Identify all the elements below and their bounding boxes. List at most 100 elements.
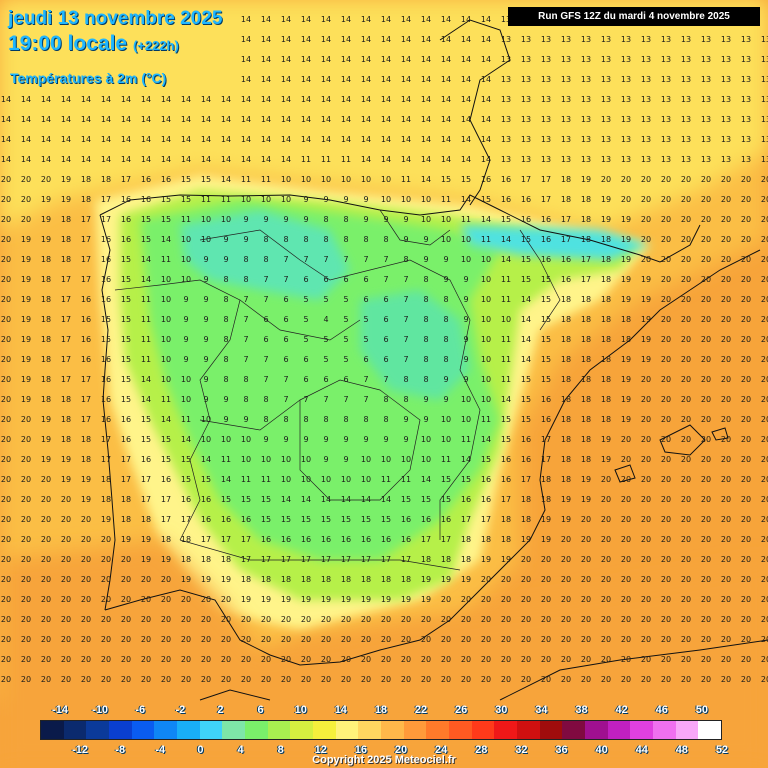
grid-value: 10 xyxy=(181,375,191,384)
grid-value: 9 xyxy=(183,335,188,344)
grid-value: 20 xyxy=(641,595,651,604)
grid-value: 18 xyxy=(481,535,491,544)
grid-value: 14 xyxy=(201,155,211,164)
grid-value: 10 xyxy=(181,275,191,284)
grid-value: 18 xyxy=(61,235,71,244)
grid-value: 10 xyxy=(401,455,411,464)
grid-value: 19 xyxy=(101,515,111,524)
grid-value: 8 xyxy=(403,255,408,264)
grid-value: 19 xyxy=(41,415,51,424)
grid-value: 20 xyxy=(721,675,731,684)
grid-value: 16 xyxy=(141,175,151,184)
grid-value: 10 xyxy=(181,255,191,264)
grid-value: 18 xyxy=(581,455,591,464)
grid-value: 20 xyxy=(701,275,711,284)
grid-value: 20 xyxy=(761,415,768,424)
grid-value: 14 xyxy=(361,495,371,504)
grid-value: 20 xyxy=(481,575,491,584)
grid-value: 16 xyxy=(461,495,471,504)
grid-value: 15 xyxy=(121,275,131,284)
grid-value: 20 xyxy=(701,615,711,624)
grid-value: 20 xyxy=(121,655,131,664)
grid-value: 15 xyxy=(181,195,191,204)
grid-value: 4 xyxy=(323,315,328,324)
grid-value: 13 xyxy=(601,135,611,144)
grid-value: 18 xyxy=(101,175,111,184)
grid-value: 20 xyxy=(21,515,31,524)
grid-value: 20 xyxy=(741,535,751,544)
grid-value: 11 xyxy=(301,155,311,164)
grid-value: 20 xyxy=(21,635,31,644)
grid-value: 7 xyxy=(343,395,348,404)
grid-value: 14 xyxy=(201,95,211,104)
grid-value: 11 xyxy=(141,315,151,324)
grid-value: 14 xyxy=(141,395,151,404)
grid-value: 20 xyxy=(741,655,751,664)
grid-value: 14 xyxy=(61,135,71,144)
grid-value: 17 xyxy=(61,355,71,364)
grid-value: 20 xyxy=(681,555,691,564)
grid-value: 14 xyxy=(261,35,271,44)
grid-value: 9 xyxy=(243,235,248,244)
grid-value: 8 xyxy=(423,355,428,364)
legend-label: 28 xyxy=(475,744,488,756)
grid-value: 20 xyxy=(141,595,151,604)
grid-value: 20 xyxy=(621,175,631,184)
grid-value: 18 xyxy=(581,235,591,244)
grid-value: 14 xyxy=(381,55,391,64)
grid-value: 20 xyxy=(761,255,768,264)
grid-value: 19 xyxy=(521,535,531,544)
legend-label: 10 xyxy=(294,704,307,716)
grid-value: 14 xyxy=(361,95,371,104)
grid-value: 14 xyxy=(41,135,51,144)
grid-value: 20 xyxy=(181,615,191,624)
grid-value: 15 xyxy=(521,415,531,424)
grid-value: 9 xyxy=(463,275,468,284)
grid-value: 20 xyxy=(641,375,651,384)
grid-value: 20 xyxy=(721,635,731,644)
grid-value: 20 xyxy=(621,595,631,604)
grid-value: 9 xyxy=(263,215,268,224)
grid-value: 9 xyxy=(203,315,208,324)
grid-value: 16 xyxy=(121,415,131,424)
grid-value: 16 xyxy=(101,275,111,284)
grid-value: 20 xyxy=(741,555,751,564)
grid-value: 20 xyxy=(161,655,171,664)
grid-value: 14 xyxy=(61,95,71,104)
grid-value: 19 xyxy=(261,595,271,604)
grid-value: 20 xyxy=(641,255,651,264)
grid-value: 9 xyxy=(263,435,268,444)
grid-value: 16 xyxy=(141,455,151,464)
grid-value: 7 xyxy=(363,395,368,404)
grid-value: 20 xyxy=(681,255,691,264)
grid-value: 20 xyxy=(481,675,491,684)
grid-value: 11 xyxy=(441,195,451,204)
grid-value: 20 xyxy=(321,615,331,624)
grid-value: 20 xyxy=(381,615,391,624)
region-borders xyxy=(114,209,561,571)
grid-value: 13 xyxy=(541,75,551,84)
grid-value: 8 xyxy=(243,275,248,284)
grid-value: 10 xyxy=(161,355,171,364)
grid-value: 20 xyxy=(241,675,251,684)
grid-value: 5 xyxy=(303,335,308,344)
grid-value: 10 xyxy=(361,175,371,184)
grid-value: 13 xyxy=(561,95,571,104)
grid-value: 8 xyxy=(263,415,268,424)
grid-value: 17 xyxy=(61,275,71,284)
grid-value: 19 xyxy=(41,195,51,204)
grid-value: 14 xyxy=(281,95,291,104)
legend-color-bar xyxy=(40,720,722,740)
grid-value: 19 xyxy=(601,215,611,224)
grid-value: 20 xyxy=(721,375,731,384)
grid-value: 20 xyxy=(241,615,251,624)
grid-value: 20 xyxy=(181,595,191,604)
grid-value: 14 xyxy=(361,135,371,144)
grid-value: 16 xyxy=(301,535,311,544)
grid-value: 13 xyxy=(521,35,531,44)
grid-value: 7 xyxy=(343,255,348,264)
balearic-islands xyxy=(614,424,729,483)
grid-value: 20 xyxy=(621,495,631,504)
